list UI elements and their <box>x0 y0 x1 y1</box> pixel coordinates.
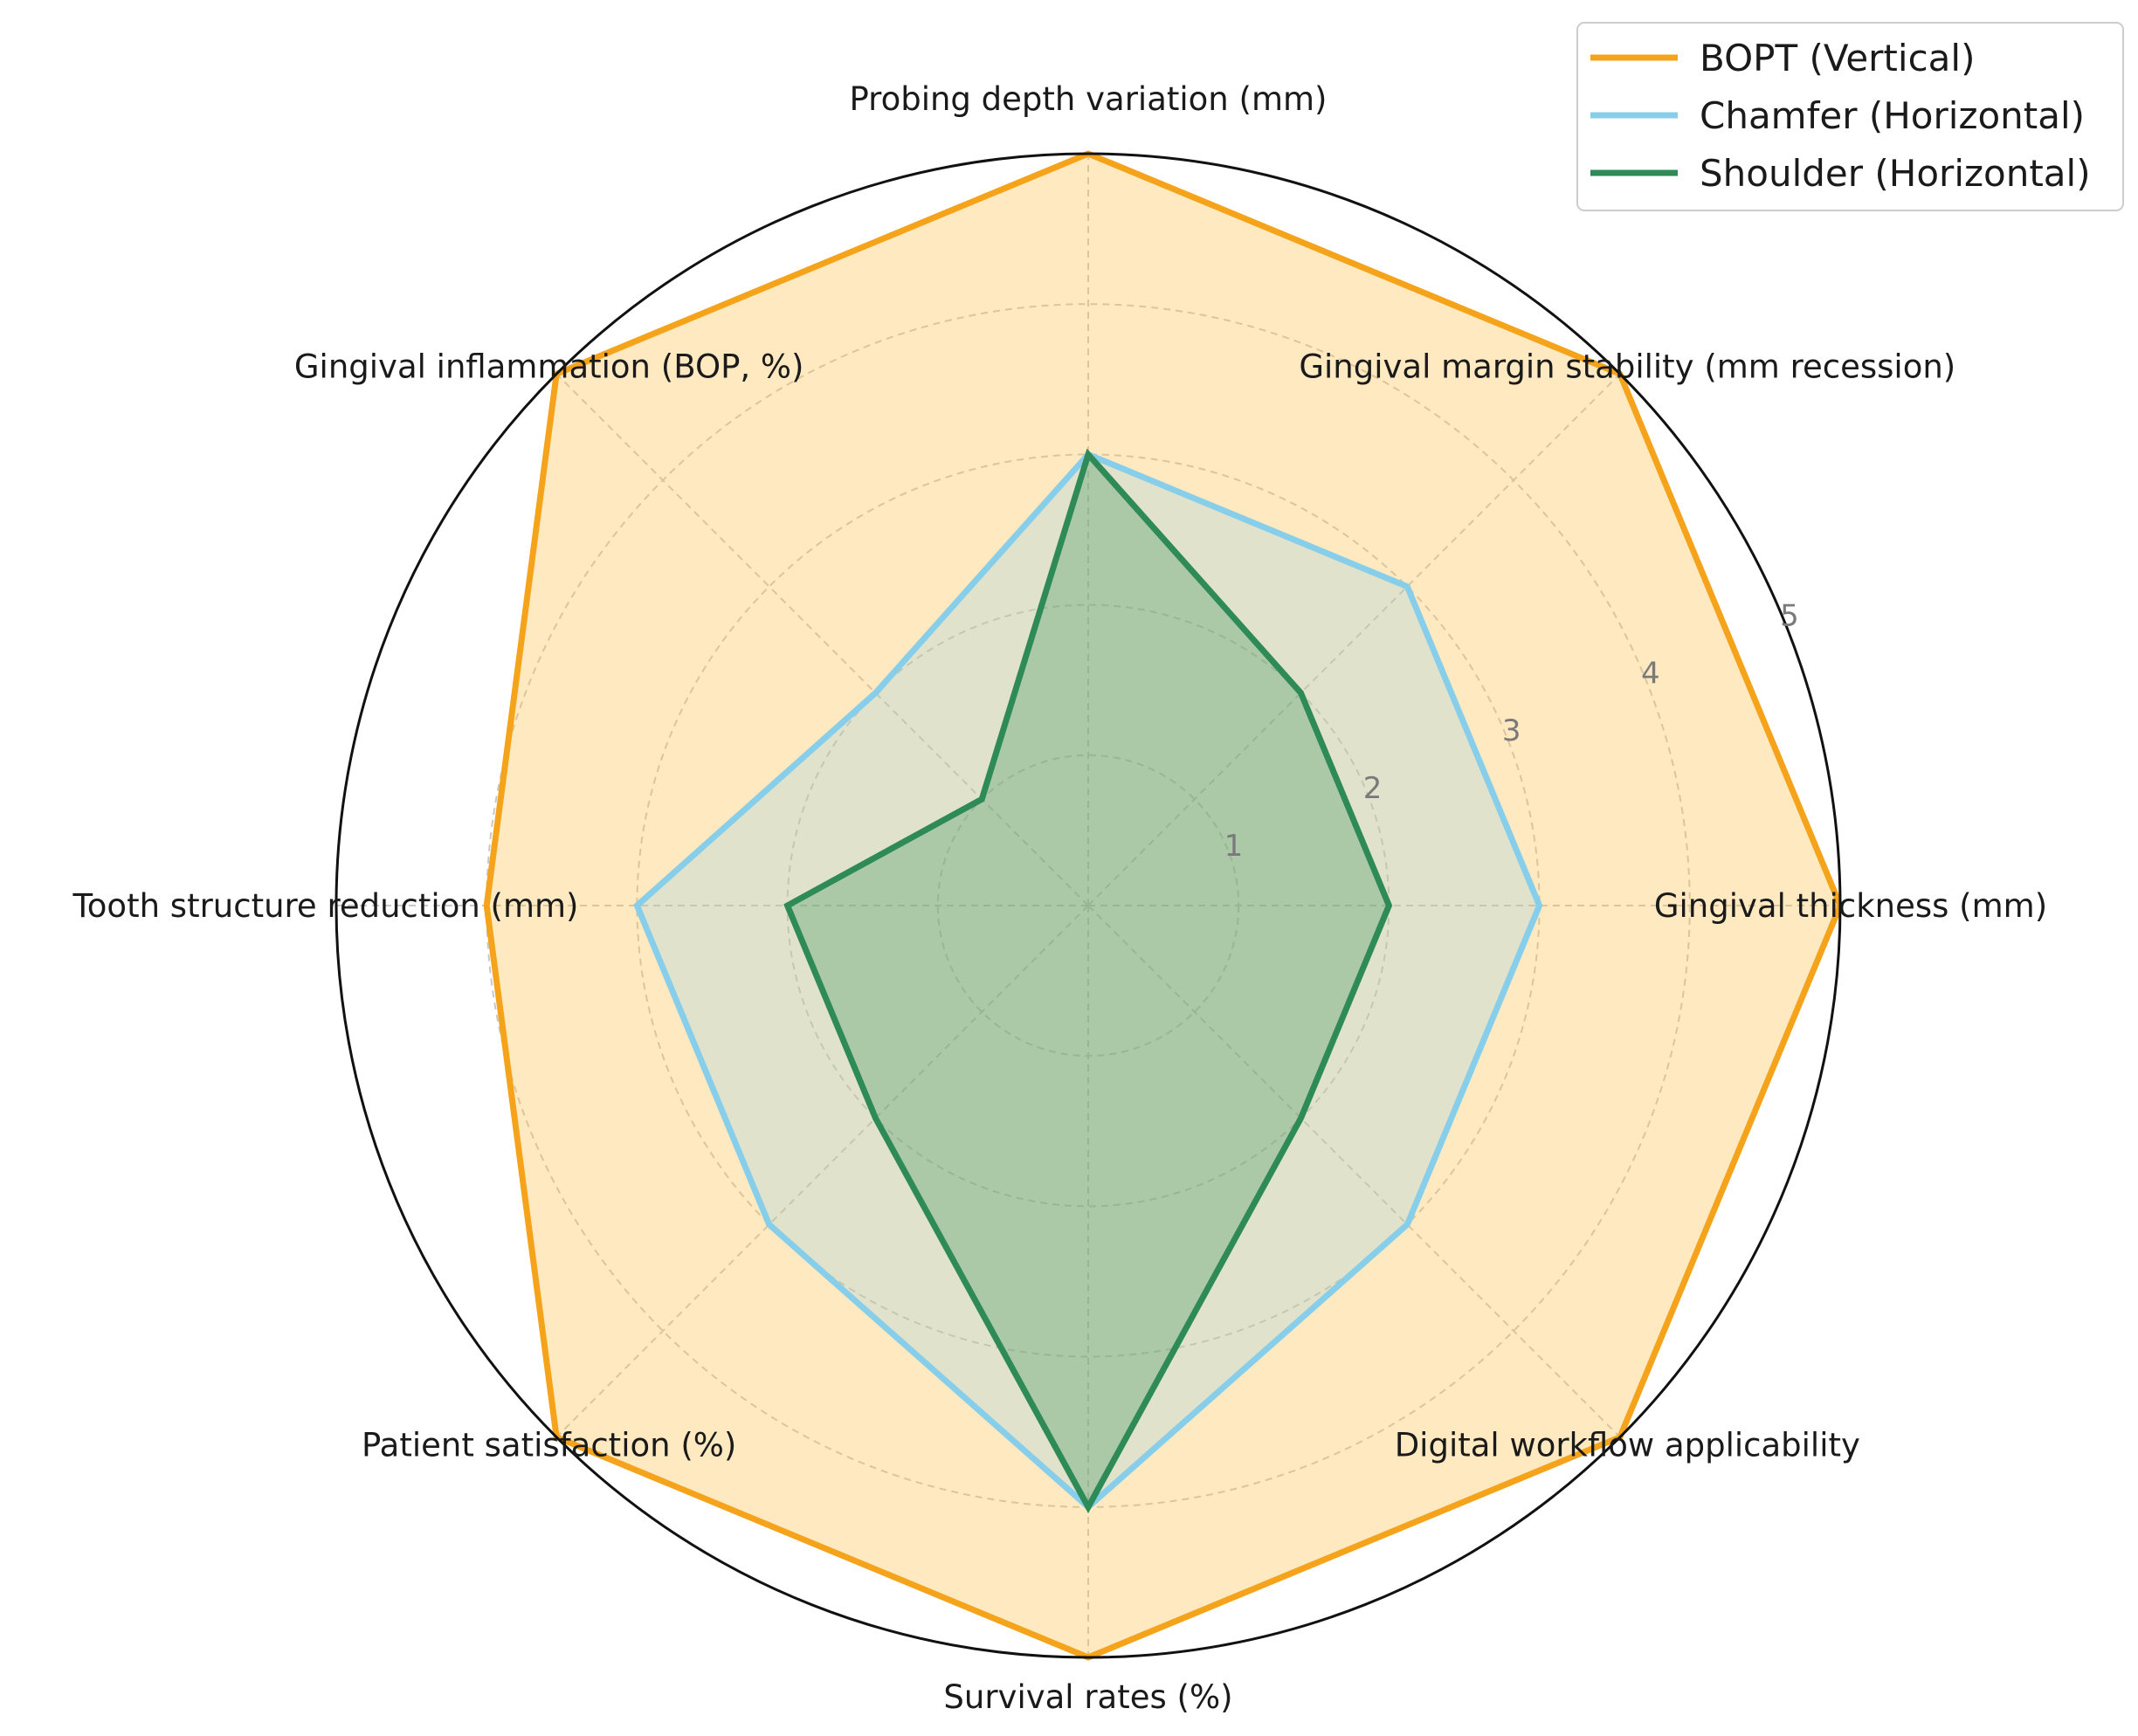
grid-spoke-5 <box>555 905 1089 1438</box>
axis-label-6: Survival rates (%) <box>943 1678 1232 1716</box>
legend: BOPT (Vertical) Chamfer (Horizontal) Shoul… <box>1576 22 2124 211</box>
r-tick-label-3: 3 <box>1502 713 1521 748</box>
legend-label-1: Chamfer (Horizontal) <box>1700 94 2085 137</box>
grid-spoke-3 <box>555 373 1089 906</box>
axis-label-1: Gingival margin stability (mm recession) <box>1299 348 1955 386</box>
axis-label-5: Patient satisfaction (%) <box>362 1426 736 1464</box>
series-fill-0 <box>486 154 1841 1657</box>
series-layer <box>334 150 1844 1661</box>
r-tick-label-5: 5 <box>1780 598 1799 633</box>
outer-frame <box>334 152 1842 1659</box>
r-tick-label-1: 1 <box>1224 829 1244 864</box>
series-line-1 <box>633 451 1543 1512</box>
legend-label-2: Shoulder (Horizontal) <box>1700 152 2091 195</box>
legend-box <box>1576 22 2124 211</box>
series-line-0 <box>483 150 1844 1661</box>
axis-label-3: Gingival inflammation (BOP, %) <box>294 348 804 386</box>
axis-label-0: Gingival thickness (mm) <box>1654 887 2047 925</box>
grid-spoke-7 <box>1087 905 1621 1438</box>
legend-label-0: BOPT (Vertical) <box>1700 37 1975 79</box>
series-line-2 <box>783 448 1393 1514</box>
label-layer: 1 2 3 4 5 Gingival thickness (mm) Gingival mar… <box>72 80 2047 1716</box>
axis-label-7: Digital workflow applicability <box>1395 1426 1860 1464</box>
axis-label-4: Tooth structure reduction (mm) <box>72 887 578 925</box>
axis-label-2: Probing depth variation (mm) <box>850 80 1328 118</box>
r-tick-label-2: 2 <box>1363 771 1383 806</box>
grid-spoke-1 <box>1087 373 1621 906</box>
series-fill-2 <box>787 454 1390 1507</box>
r-tick-label-4: 4 <box>1641 656 1660 691</box>
